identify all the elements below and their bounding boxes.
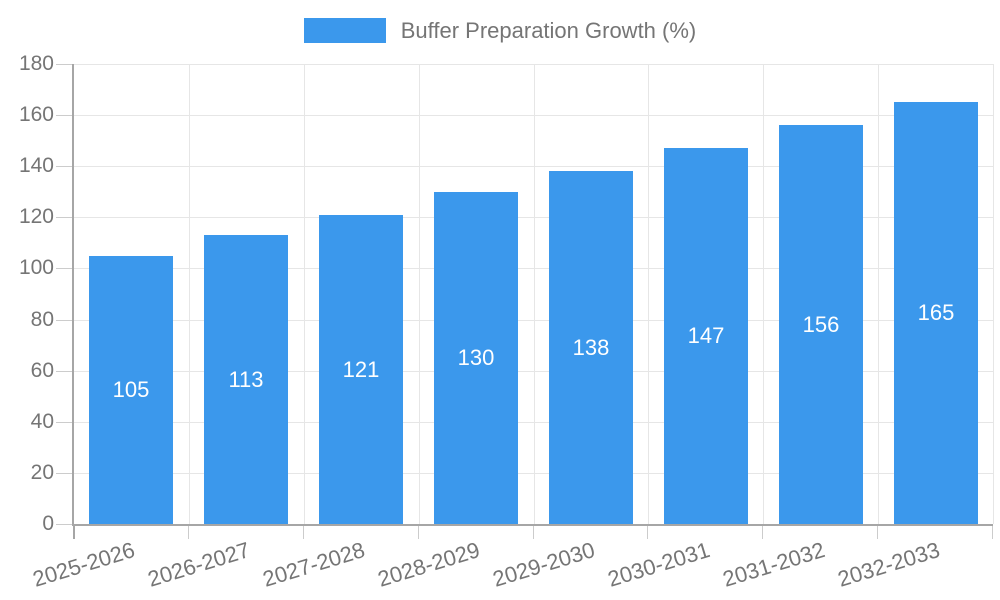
gridline-horizontal bbox=[74, 320, 993, 321]
gridline-horizontal bbox=[74, 166, 993, 167]
y-tick-label: 100 bbox=[18, 256, 54, 279]
gridline-horizontal bbox=[74, 422, 993, 423]
gridline-vertical bbox=[419, 64, 420, 524]
bar-value-label: 121 bbox=[342, 356, 380, 382]
y-tick bbox=[56, 166, 74, 167]
y-tick-label: 80 bbox=[30, 308, 54, 331]
x-tick bbox=[762, 525, 763, 539]
chart-legend: Buffer Preparation Growth (%) bbox=[0, 18, 1000, 43]
gridline-vertical bbox=[648, 64, 649, 524]
x-tick bbox=[188, 525, 189, 539]
gridline-horizontal bbox=[74, 217, 993, 218]
gridline-vertical bbox=[534, 64, 535, 524]
x-tick bbox=[992, 525, 993, 539]
gridline-vertical bbox=[763, 64, 764, 524]
x-tick bbox=[647, 525, 648, 539]
y-tick-label: 140 bbox=[18, 154, 54, 177]
y-tick-label: 120 bbox=[18, 205, 54, 228]
y-tick bbox=[56, 268, 74, 269]
y-tick bbox=[56, 371, 74, 372]
bar-value-label: 156 bbox=[802, 311, 840, 337]
y-tick-label: 40 bbox=[30, 410, 54, 433]
y-tick bbox=[56, 422, 74, 423]
gridline-vertical bbox=[304, 64, 305, 524]
gridline-horizontal bbox=[74, 115, 993, 116]
bar-value-label: 165 bbox=[917, 300, 955, 325]
bar[interactable]: 147 bbox=[664, 148, 748, 524]
bar-value-label: 147 bbox=[687, 323, 725, 348]
x-tick bbox=[533, 525, 534, 539]
y-axis-line bbox=[72, 64, 74, 526]
gridline-vertical bbox=[993, 64, 994, 524]
y-tick bbox=[56, 217, 74, 218]
gridline-horizontal bbox=[74, 371, 993, 372]
bar-value-label: 130 bbox=[457, 345, 495, 370]
y-tick bbox=[56, 115, 74, 116]
gridline-horizontal bbox=[74, 268, 993, 269]
x-axis-line bbox=[74, 524, 993, 526]
y-tick-label: 160 bbox=[18, 103, 54, 126]
y-tick-label: 0 bbox=[42, 512, 54, 535]
y-tick bbox=[56, 473, 74, 474]
gridline-vertical bbox=[189, 64, 190, 524]
legend-swatch-icon bbox=[303, 18, 386, 43]
x-tick bbox=[877, 525, 878, 539]
bar-value-label: 105 bbox=[112, 377, 150, 402]
y-tick-label: 180 bbox=[18, 52, 54, 75]
gridline-horizontal bbox=[74, 473, 993, 474]
y-tick-label: 60 bbox=[30, 359, 54, 382]
legend-item[interactable]: Buffer Preparation Growth (%) bbox=[303, 18, 697, 43]
bar[interactable]: 165 bbox=[894, 102, 978, 524]
y-tick bbox=[56, 64, 74, 65]
bar[interactable]: 130 bbox=[434, 192, 518, 524]
x-tick bbox=[303, 525, 304, 539]
x-tick bbox=[418, 525, 419, 539]
bar[interactable]: 156 bbox=[779, 125, 863, 524]
gridline-horizontal bbox=[74, 64, 993, 65]
y-tick-label: 20 bbox=[30, 461, 54, 484]
bar[interactable]: 105 bbox=[89, 256, 173, 524]
y-tick bbox=[56, 320, 74, 321]
bar[interactable]: 121 bbox=[319, 215, 403, 524]
bar-value-label: 138 bbox=[572, 334, 610, 360]
bar[interactable]: 138 bbox=[549, 171, 633, 524]
gridline-vertical bbox=[878, 64, 879, 524]
legend-label: Buffer Preparation Growth (%) bbox=[400, 18, 697, 43]
y-tick bbox=[56, 524, 74, 525]
bar-value-label: 113 bbox=[228, 366, 264, 392]
bar[interactable]: 113 bbox=[204, 235, 288, 524]
x-tick bbox=[73, 525, 75, 539]
